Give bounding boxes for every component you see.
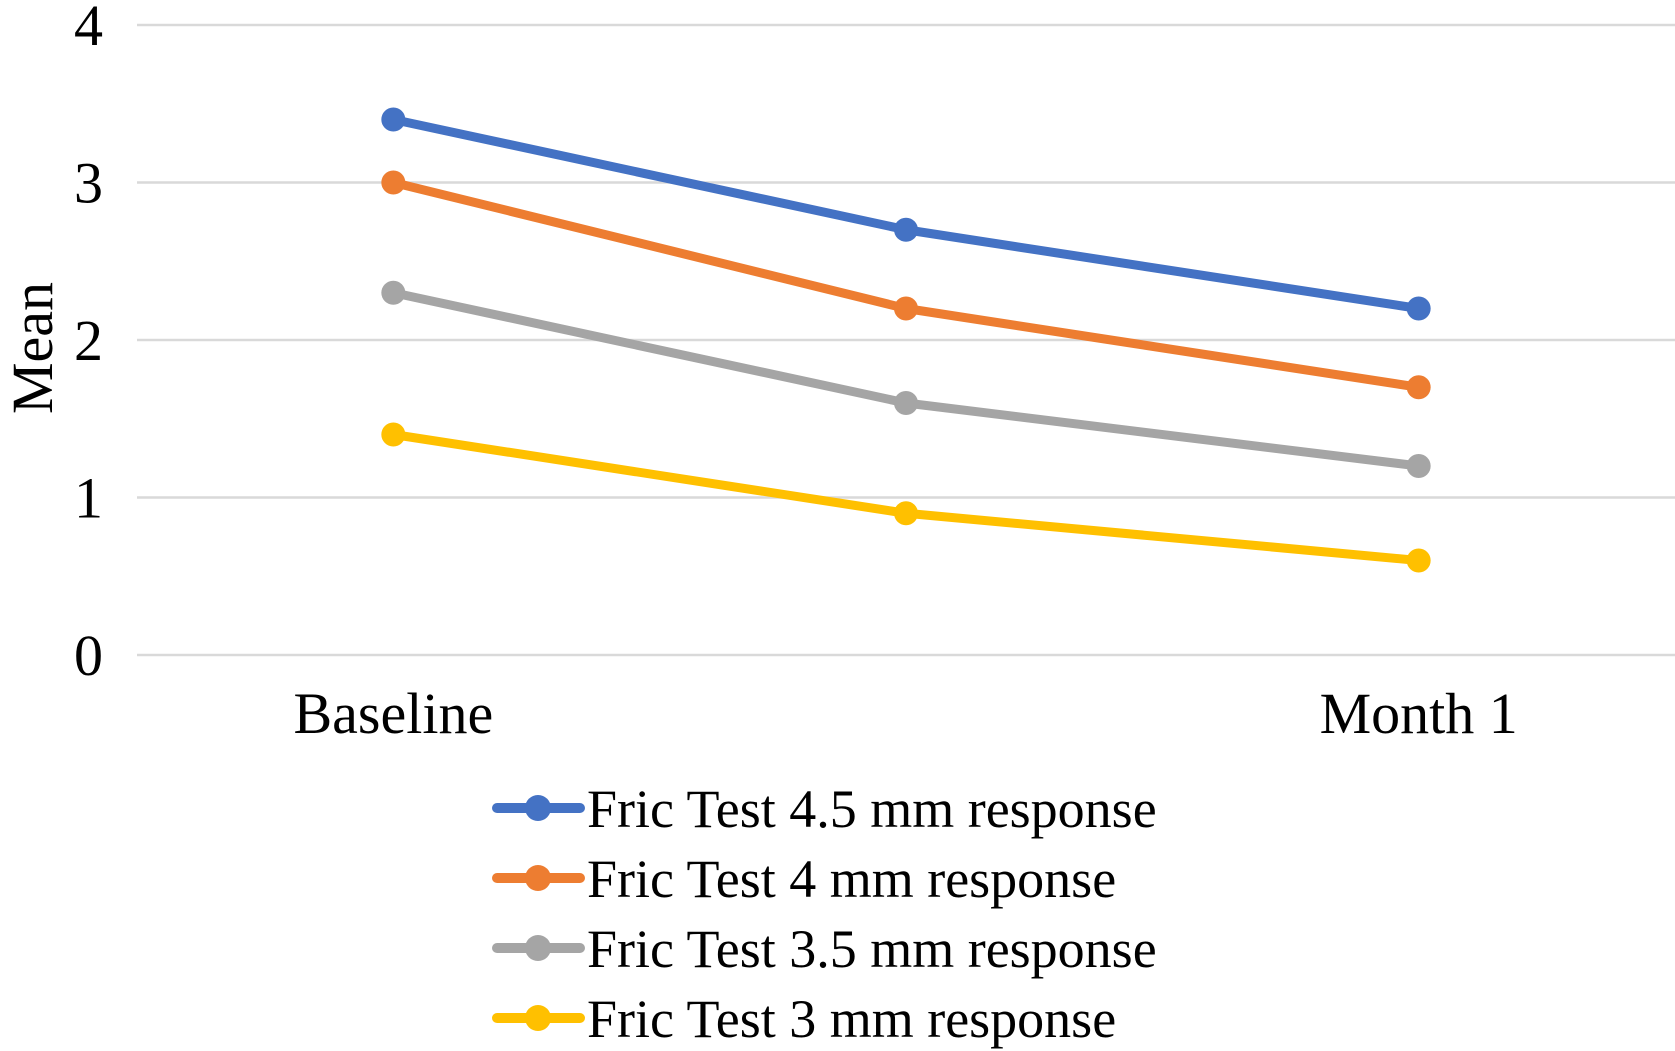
gridlines	[137, 23, 1675, 657]
legend-marker-dot	[525, 795, 551, 821]
data-point	[1406, 454, 1431, 478]
y-axis-title: Mean	[0, 282, 65, 414]
series-1	[381, 170, 1431, 400]
data-point	[381, 280, 406, 305]
data-point	[894, 391, 918, 415]
legend-marker-dot	[525, 865, 551, 891]
legend-label: Fric Test 3 mm response	[587, 989, 1116, 1049]
series-line-0	[388, 115, 1424, 313]
data-point	[894, 296, 918, 321]
y-tick-label-4: 4	[74, 0, 103, 58]
y-axis-tick-labels: 0 1 2 3 4	[74, 0, 103, 688]
data-point	[381, 170, 406, 195]
legend-item-2: Fric Test 3.5 mm response	[492, 919, 1157, 979]
legend-label: Fric Test 4.5 mm response	[587, 779, 1157, 839]
data-point	[894, 501, 918, 526]
legend-marker-dot	[525, 1005, 551, 1031]
y-tick-label-0: 0	[74, 623, 103, 688]
data-point	[381, 422, 406, 447]
data-point	[1406, 296, 1431, 321]
series-3	[381, 422, 1431, 573]
y-tick-label-1: 1	[74, 466, 103, 531]
y-tick-label-2: 2	[74, 308, 103, 373]
data-point	[894, 217, 918, 242]
legend-marker-dot	[525, 935, 551, 961]
legend-item-1: Fric Test 4 mm response	[492, 849, 1116, 909]
legend-item-0: Fric Test 4.5 mm response	[492, 779, 1157, 839]
series-0	[381, 107, 1431, 321]
y-tick-label-3: 3	[74, 151, 103, 216]
legend-label: Fric Test 3.5 mm response	[587, 919, 1157, 979]
data-point	[381, 107, 406, 132]
x-tick-label-baseline: Baseline	[293, 681, 493, 746]
data-point	[1406, 375, 1431, 400]
x-axis-tick-labels: Baseline Month 1	[293, 681, 1517, 746]
data-point	[1406, 548, 1431, 573]
legend-item-3: Fric Test 3 mm response	[492, 989, 1116, 1049]
series-2	[381, 280, 1431, 478]
legend-label: Fric Test 4 mm response	[587, 849, 1116, 909]
x-tick-label-month-1: Month 1	[1320, 681, 1518, 746]
legend: Fric Test 4.5 mm response Fric Test 4 mm …	[492, 779, 1157, 1049]
